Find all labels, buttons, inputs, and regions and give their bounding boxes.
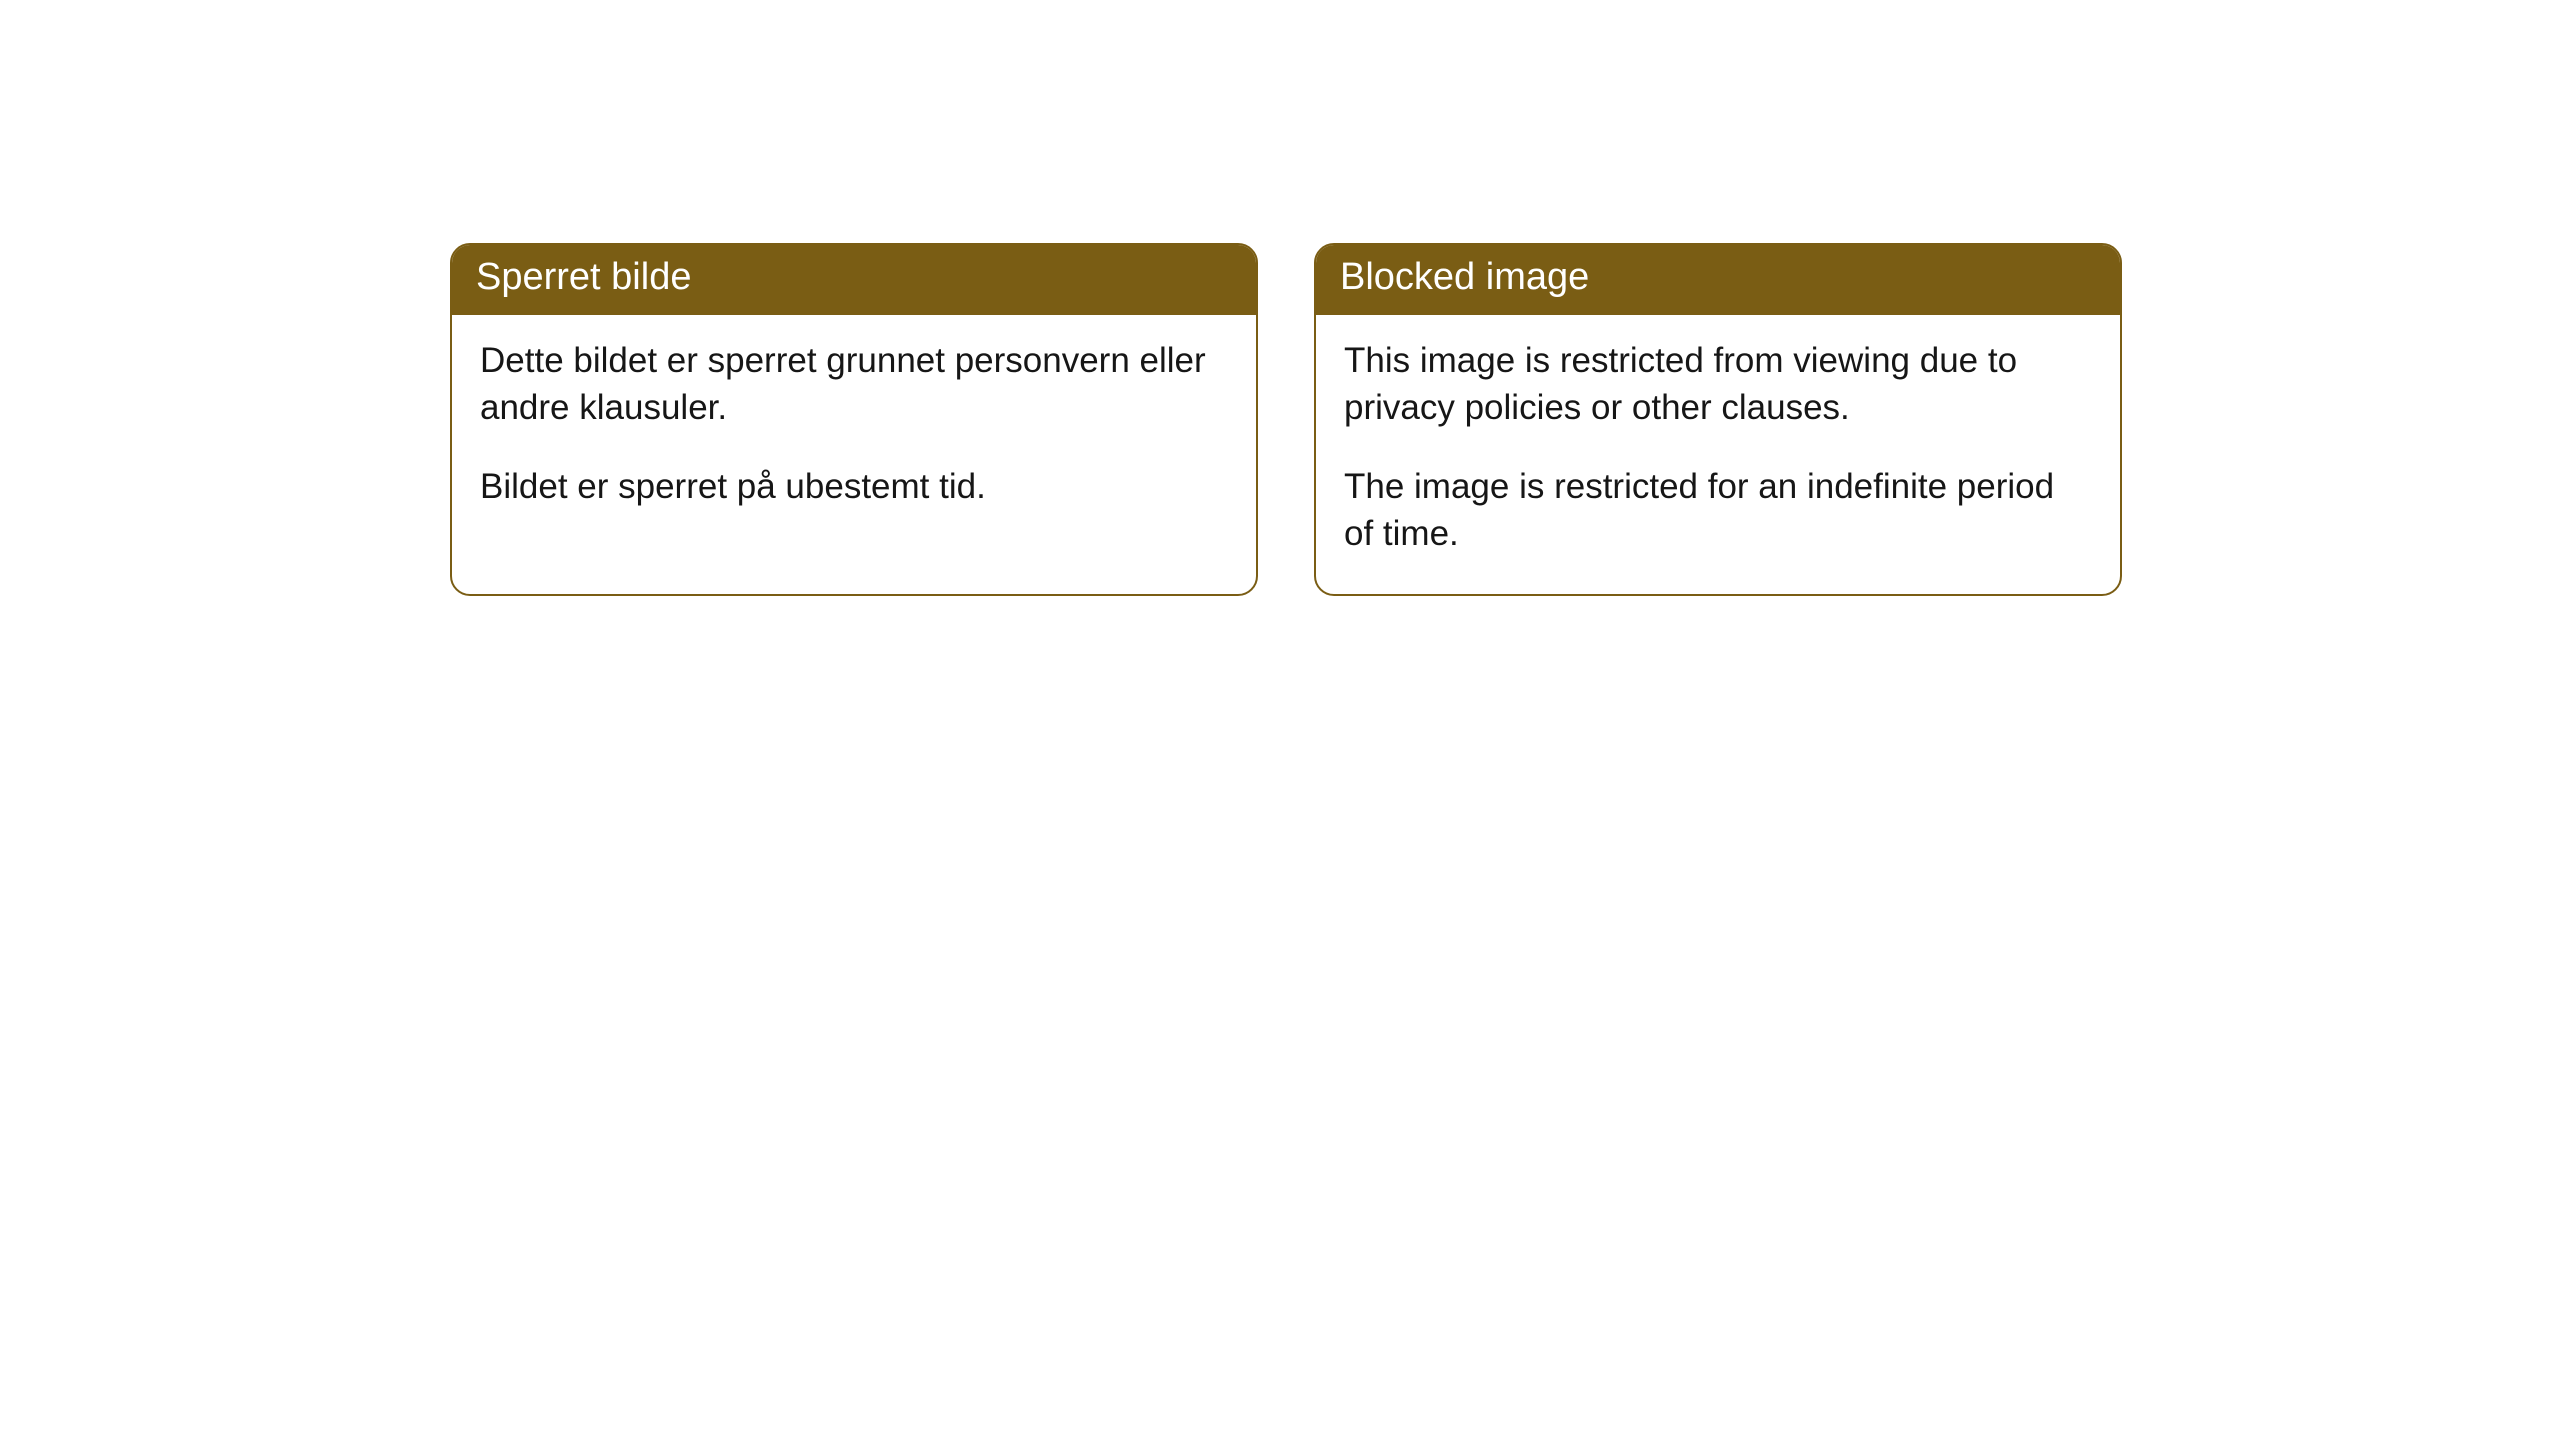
card-body: Dette bildet er sperret grunnet personve… — [452, 315, 1256, 547]
notice-card-english: Blocked image This image is restricted f… — [1314, 243, 2122, 596]
notice-card-norwegian: Sperret bilde Dette bildet er sperret gr… — [450, 243, 1258, 596]
card-paragraph: Dette bildet er sperret grunnet personve… — [480, 337, 1228, 432]
card-paragraph: This image is restricted from viewing du… — [1344, 337, 2092, 432]
card-header: Blocked image — [1316, 245, 2120, 315]
card-paragraph: Bildet er sperret på ubestemt tid. — [480, 463, 1228, 510]
card-header: Sperret bilde — [452, 245, 1256, 315]
notice-cards-container: Sperret bilde Dette bildet er sperret gr… — [450, 243, 2122, 596]
card-paragraph: The image is restricted for an indefinit… — [1344, 463, 2092, 558]
card-body: This image is restricted from viewing du… — [1316, 315, 2120, 594]
